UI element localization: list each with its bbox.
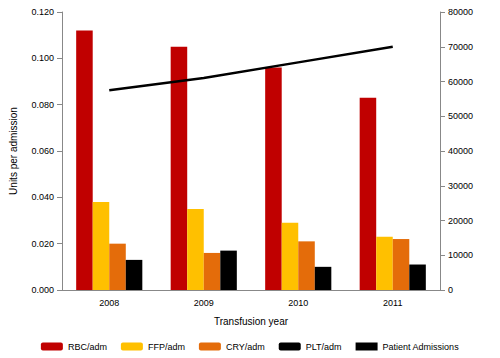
svg-text:30000: 30000 bbox=[448, 181, 473, 191]
svg-text:60000: 60000 bbox=[448, 77, 473, 87]
svg-text:0: 0 bbox=[448, 285, 453, 295]
svg-text:FFP/adm: FFP/adm bbox=[148, 342, 185, 352]
svg-text:Transfusion year: Transfusion year bbox=[214, 316, 289, 327]
svg-text:CRY/adm: CRY/adm bbox=[226, 342, 265, 352]
svg-text:70000: 70000 bbox=[448, 42, 473, 52]
svg-text:0.020: 0.020 bbox=[31, 239, 54, 249]
svg-text:0.060: 0.060 bbox=[31, 146, 54, 156]
svg-text:50000: 50000 bbox=[448, 111, 473, 121]
svg-text:20000: 20000 bbox=[448, 216, 473, 226]
svg-text:0.080: 0.080 bbox=[31, 100, 54, 110]
svg-text:0.040: 0.040 bbox=[31, 192, 54, 202]
svg-text:40000: 40000 bbox=[448, 146, 473, 156]
svg-text:2011: 2011 bbox=[383, 298, 402, 308]
svg-text:2009: 2009 bbox=[194, 298, 214, 308]
svg-text:Units per admission: Units per admission bbox=[8, 107, 19, 195]
svg-text:0.000: 0.000 bbox=[31, 285, 54, 295]
svg-text:2010: 2010 bbox=[288, 298, 308, 308]
svg-text:RBC/adm: RBC/adm bbox=[68, 342, 107, 352]
svg-text:0.120: 0.120 bbox=[31, 7, 54, 17]
svg-text:2008: 2008 bbox=[99, 298, 119, 308]
svg-text:0.100: 0.100 bbox=[31, 53, 54, 63]
svg-text:80000: 80000 bbox=[448, 7, 473, 17]
svg-text:10000: 10000 bbox=[448, 250, 473, 260]
svg-text:PLT/adm: PLT/adm bbox=[306, 342, 342, 352]
svg-text:Patient Admissions: Patient Admissions bbox=[383, 342, 460, 352]
